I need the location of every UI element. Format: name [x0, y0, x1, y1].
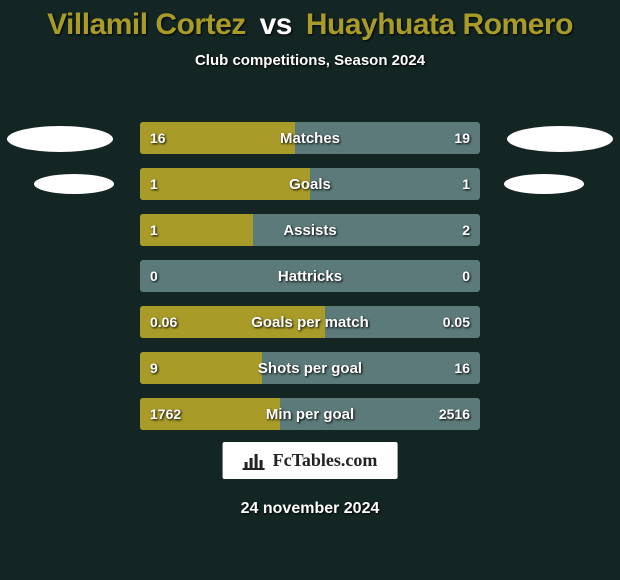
comparison-title: Villamil Cortez vs Huayhuata Romero: [0, 0, 620, 42]
stat-label: Assists: [140, 214, 480, 246]
bar-chart-icon: [243, 452, 265, 470]
branding-text: FcTables.com: [273, 450, 378, 471]
stat-row: 00Hattricks: [140, 260, 480, 292]
stat-row: 11Goals: [140, 168, 480, 200]
stat-row: 916Shots per goal: [140, 352, 480, 384]
stat-row: 17622516Min per goal: [140, 398, 480, 430]
branding-badge: FcTables.com: [223, 442, 398, 479]
date-label: 24 november 2024: [0, 500, 620, 518]
stat-label: Matches: [140, 122, 480, 154]
stat-row: 12Assists: [140, 214, 480, 246]
stat-label: Hattricks: [140, 260, 480, 292]
player2-shirt-icon: [504, 116, 616, 206]
stat-label: Goals per match: [140, 306, 480, 338]
subtitle: Club competitions, Season 2024: [0, 52, 620, 69]
vs-label: vs: [260, 8, 292, 41]
stat-row: 1619Matches: [140, 122, 480, 154]
stat-label: Goals: [140, 168, 480, 200]
stat-row: 0.060.05Goals per match: [140, 306, 480, 338]
stat-label: Min per goal: [140, 398, 480, 430]
player2-name: Huayhuata Romero: [306, 8, 573, 41]
player1-shirt-icon: [4, 116, 116, 206]
stat-bars: 1619Matches 11Goals 12Assists 00Hattricks 0.…: [140, 122, 480, 444]
stat-label: Shots per goal: [140, 352, 480, 384]
player1-name: Villamil Cortez: [47, 8, 246, 41]
